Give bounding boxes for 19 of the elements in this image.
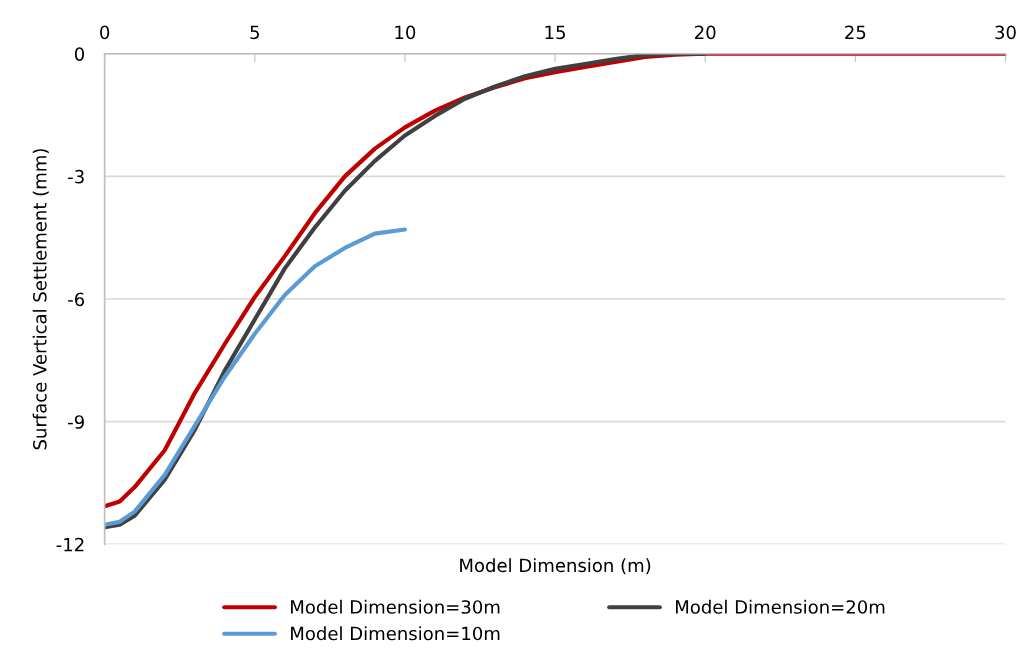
x-tick-label: 0 — [100, 25, 110, 40]
line-series — [104, 53, 708, 530]
legend-label: Model Dimension=30m — [291, 599, 500, 614]
y-tick-label: -9 — [68, 415, 84, 429]
x-tick-label: 5 — [250, 25, 259, 40]
y-axis-title: Surface Vertical Settlement (mm) — [32, 149, 49, 450]
legend-label: Model Dimension=20m — [676, 599, 885, 614]
x-axis-title: Model Dimension (m) — [460, 558, 651, 575]
legend-label: Model Dimension=10m — [291, 626, 500, 641]
x-tick-label: 25 — [845, 25, 866, 40]
y-tick-label: -3 — [68, 169, 84, 184]
x-tick-label: 15 — [545, 25, 565, 40]
y-tick-label: 0 — [74, 47, 85, 61]
x-tick-label: 30 — [995, 25, 1016, 40]
x-tick-label: 20 — [695, 25, 716, 40]
y-tick-label: -6 — [68, 292, 85, 307]
line-series — [104, 227, 408, 527]
x-tick-label: 10 — [395, 25, 416, 40]
y-tick-label: -12 — [56, 537, 84, 552]
